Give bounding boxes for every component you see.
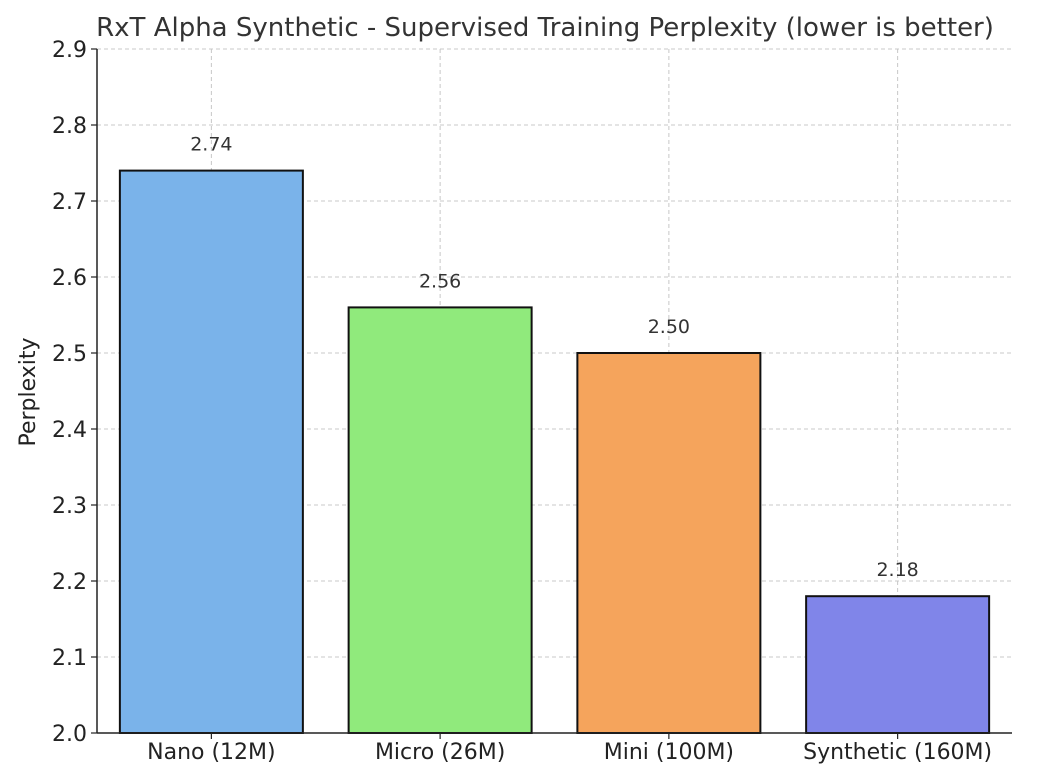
bar — [347, 306, 533, 734]
y-tick-label: 2.7 — [52, 190, 87, 215]
y-tick-label: 2.2 — [52, 570, 87, 595]
bar — [576, 352, 762, 734]
bar — [118, 169, 304, 735]
x-tick-label: Micro (26M) — [375, 740, 505, 765]
y-tick-label: 2.4 — [52, 418, 87, 443]
labels: 2.0 2.1 2.2 2.3 2.4 2.5 2.6 2.7 2.8 2.9 2.74 Nano (… — [52, 38, 992, 765]
y-tick-label: 2.8 — [52, 114, 87, 139]
axes — [91, 48, 1012, 739]
bar-value-label: 2.74 — [190, 134, 232, 156]
bar — [805, 595, 991, 735]
y-tick-label: 2.1 — [52, 646, 87, 671]
y-tick-label: 2.6 — [52, 266, 87, 291]
bars — [118, 169, 991, 735]
x-tick-label: Mini (100M) — [604, 740, 734, 765]
y-tick-label: 2.0 — [52, 722, 87, 747]
y-tick-label: 2.3 — [52, 494, 87, 519]
bar-value-label: 2.18 — [876, 559, 918, 581]
bar-value-label: 2.56 — [419, 270, 461, 292]
x-tick-label: Nano (12M) — [147, 740, 275, 765]
y-tick-label: 2.5 — [52, 342, 87, 367]
x-tick-label: Synthetic (160M) — [803, 740, 992, 765]
chart-title: RxT Alpha Synthetic - Supervised Trainin… — [96, 13, 994, 43]
bar-value-label: 2.50 — [648, 316, 690, 338]
y-tick-label: 2.9 — [52, 38, 87, 63]
y-axis-label: Perplexity — [16, 337, 41, 446]
